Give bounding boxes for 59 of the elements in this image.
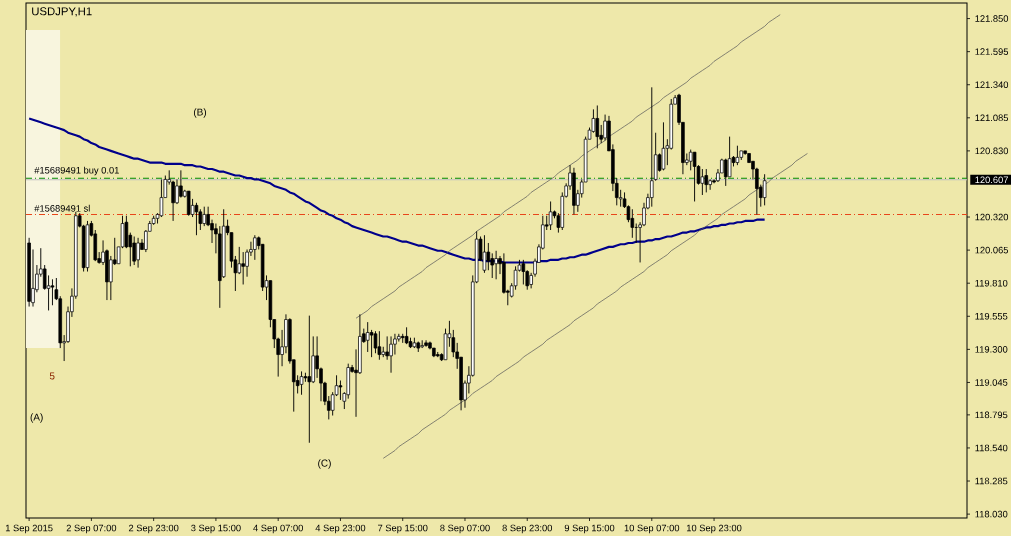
annotation: (C) <box>318 459 331 469</box>
y-tick-label: 119.555 <box>975 312 1008 320</box>
y-tick-label: 118.540 <box>975 444 1008 452</box>
x-tick-label: 4 Sep 23:00 <box>315 524 366 534</box>
candlestick <box>486 242 491 271</box>
x-tick-label: 7 Sep 15:00 <box>378 524 428 534</box>
x-tick-label: 2 Sep 07:00 <box>66 524 117 534</box>
y-tick-label: 120.320 <box>975 213 1009 221</box>
y-tick-label: 120.830 <box>975 147 1009 155</box>
candlestick <box>369 329 374 358</box>
x-tick-label: 3 Sep 15:00 <box>191 524 241 534</box>
candlestick <box>650 86 654 208</box>
y-tick-label: 119.045 <box>975 379 1008 386</box>
y-tick-label: 118.285 <box>975 477 1008 485</box>
candlestick <box>692 151 697 202</box>
candlestick <box>661 121 666 171</box>
x-tick-label: 10 Sep 07:00 <box>624 524 680 534</box>
x-tick-label: 10 Sep 23:00 <box>686 524 742 534</box>
candlestick <box>132 236 136 266</box>
y-tick-label: 118.795 <box>975 411 1008 419</box>
candlestick <box>494 250 498 280</box>
annotation: (B) <box>193 108 207 118</box>
candlestick <box>50 278 55 306</box>
y-tick-label: 121.595 <box>975 48 1009 55</box>
ref-line-label: #15689491 buy 0.01 <box>34 166 119 176</box>
ref-line-label: 120.607 <box>975 176 1008 184</box>
candlestick <box>136 237 140 269</box>
candlestick <box>237 246 242 275</box>
x-tick-label: 1 Sep 2015 <box>5 524 53 534</box>
y-tick-label: 121.340 <box>975 81 1009 89</box>
y-tick-label: 121.085 <box>975 114 1009 122</box>
candlestick <box>338 380 343 401</box>
y-tick-label: 120.065 <box>975 246 1009 254</box>
candlestick <box>389 335 393 374</box>
y-tick-label: 118.030 <box>975 510 1008 518</box>
candlestick <box>424 339 428 348</box>
candlestick <box>595 105 600 149</box>
candlestick <box>762 173 767 206</box>
candlestick <box>630 208 635 239</box>
candlestick <box>482 234 487 274</box>
x-tick-label: 2 Sep 23:00 <box>128 524 179 534</box>
ref-line-label: #15689491 sl <box>34 204 90 212</box>
candlestick <box>253 234 257 261</box>
chart-title: USDJPY,H1 <box>32 7 92 17</box>
x-tick-label: 4 Sep 07:00 <box>253 524 303 534</box>
x-tick-label: 9 Sep 15:00 <box>564 524 615 534</box>
candlestick <box>700 168 705 196</box>
candlestick <box>194 202 199 236</box>
candlestick <box>179 169 183 199</box>
y-tick-label: 119.810 <box>975 279 1008 287</box>
candlestick <box>202 206 207 227</box>
x-tick-label: 8 Sep 07:00 <box>440 524 490 534</box>
y-tick-label: 121.850 <box>975 15 1009 22</box>
annotation: 5 <box>49 372 55 380</box>
annotation: (A) <box>30 413 43 423</box>
y-tick-label: 119.300 <box>975 346 1008 353</box>
candlestick <box>241 251 245 285</box>
x-tick-label: 8 Sep 23:00 <box>502 524 553 534</box>
candlestick <box>385 335 389 361</box>
